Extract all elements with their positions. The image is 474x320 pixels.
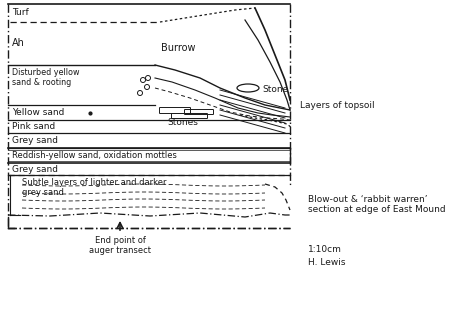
- Text: Pink sand: Pink sand: [12, 122, 55, 131]
- Text: Reddish-yellow sand, oxidation mottles: Reddish-yellow sand, oxidation mottles: [12, 151, 177, 160]
- Text: Disturbed yellow
sand & rooting: Disturbed yellow sand & rooting: [12, 68, 80, 87]
- Text: Burrow: Burrow: [161, 43, 195, 53]
- Text: 1:10cm: 1:10cm: [308, 245, 342, 254]
- Text: Yellow sand: Yellow sand: [12, 108, 64, 117]
- Text: Grey sand: Grey sand: [12, 164, 58, 173]
- Text: Grey sand: Grey sand: [12, 136, 58, 145]
- Text: Layers of topsoil: Layers of topsoil: [300, 100, 374, 109]
- Text: Turf: Turf: [12, 8, 29, 17]
- Text: Blow-out & ‘rabbit warren’
section at edge of East Mound: Blow-out & ‘rabbit warren’ section at ed…: [308, 195, 446, 214]
- Text: Subtle layers of lighter and darker
grey sand: Subtle layers of lighter and darker grey…: [22, 178, 166, 197]
- Text: H. Lewis: H. Lewis: [308, 258, 346, 267]
- Text: End point of
auger transect: End point of auger transect: [89, 236, 151, 255]
- Text: Stone: Stone: [262, 85, 288, 94]
- Text: Ah: Ah: [12, 38, 25, 48]
- Text: Stones: Stones: [167, 118, 198, 127]
